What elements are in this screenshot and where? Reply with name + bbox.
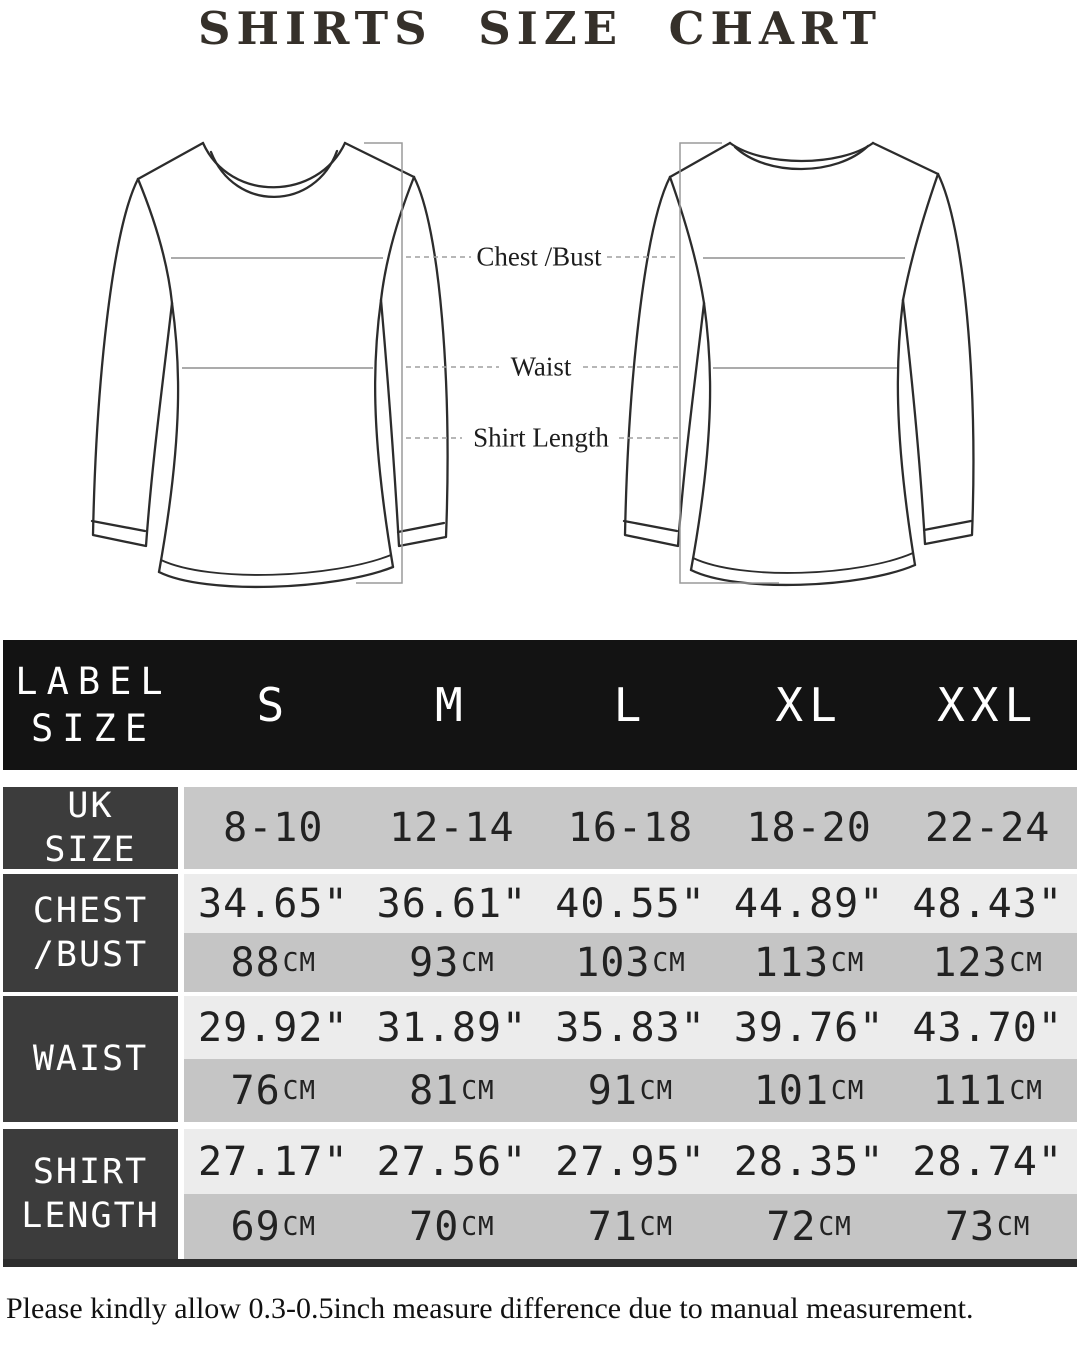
size-col-m: M: [435, 678, 469, 732]
length-cm-cell: 69 cm: [230, 1203, 317, 1250]
waist-inch-cell: 39.76": [733, 1004, 885, 1051]
chest-cm-subrow: 88 cm 93 cm 103 cm 113 cm 123 cm: [184, 933, 1077, 992]
back-shirt-measure-lines: [703, 257, 905, 369]
length-inch-cell: 28.74": [912, 1138, 1063, 1185]
waist-inch-cell: 29.92": [198, 1004, 349, 1051]
waist-cm-subrow: 76 cm 81 cm 91 cm 101 cm 111 cm: [184, 1059, 1077, 1122]
chest-inch-subrow: 34.65" 36.61" 40.55" 44.89" 48.43": [184, 874, 1077, 933]
chest-bust-label: Chest /Bust: [476, 241, 602, 272]
table-bottom-border: [3, 1259, 1077, 1267]
uk-size-row-label: UK SIZE: [3, 786, 178, 870]
shirt-length-row-label: SHIRT LENGTH: [3, 1129, 178, 1259]
waist-cm-cell: 76 cm: [230, 1067, 317, 1114]
length-inch-cell: 27.56": [376, 1138, 528, 1185]
size-col-s: S: [256, 678, 291, 732]
uk-size-cell: 22-24: [924, 805, 1051, 851]
label-leader-lines: [406, 256, 678, 439]
length-inch-cell: 28.35": [733, 1138, 885, 1185]
shirt-length-row-group: SHIRT LENGTH 27.17" 27.56" 27.95" 28.35"…: [3, 1129, 1077, 1259]
size-table: UK SIZE 8-10 12-14 16-18 18-20 22-24 CHE…: [3, 786, 1077, 1267]
shirt-measurement-diagram: [90, 141, 975, 589]
waist-row-group: WAIST 29.92" 31.89" 35.83" 39.76" 43.70"…: [3, 996, 1077, 1122]
uk-size-cell: 8-10: [223, 805, 324, 851]
chest-inch-cell: 36.61": [376, 880, 528, 927]
length-inch-cell: 27.95": [555, 1138, 706, 1185]
size-col-xl: XL: [775, 678, 843, 732]
chest-inch-cell: 34.65": [198, 880, 349, 927]
length-inch-cell: 27.17": [198, 1138, 349, 1185]
front-length-bracket: [356, 142, 403, 584]
chest-inch-cell: 48.43": [912, 880, 1063, 927]
length-inch-subrow: 27.17" 27.56" 27.95" 28.35" 28.74": [184, 1129, 1077, 1194]
chest-bust-row-group: CHEST /BUST 34.65" 36.61" 40.55" 44.89" …: [3, 874, 1077, 992]
uk-size-row: UK SIZE 8-10 12-14 16-18 18-20 22-24: [3, 786, 1077, 870]
chest-bust-values: 34.65" 36.61" 40.55" 44.89" 48.43" 88 cm …: [184, 874, 1077, 992]
back-shirt-drawing: [622, 141, 975, 587]
front-shirt-measure-lines: [171, 257, 383, 369]
chest-cm-cell: 113 cm: [753, 939, 865, 986]
waist-cm-cell: 81 cm: [409, 1067, 495, 1114]
shirt-length-label: Shirt Length: [473, 422, 609, 453]
waist-label: Waist: [510, 351, 572, 382]
size-col-xxl: XXL: [937, 678, 1039, 732]
measurement-disclaimer: Please kindly allow 0.3-0.5inch measure …: [6, 1292, 974, 1325]
uk-size-cell: 18-20: [746, 805, 872, 851]
uk-size-values: 8-10 12-14 16-18 18-20 22-24: [184, 787, 1077, 869]
size-col-l: L: [613, 678, 648, 732]
length-cm-cell: 72 cm: [766, 1203, 852, 1250]
waist-cm-cell: 101 cm: [753, 1067, 865, 1114]
chest-inch-cell: 40.55": [555, 880, 706, 927]
waist-inch-cell: 35.83": [555, 1004, 706, 1051]
length-cm-subrow: 69 cm 70 cm 71 cm 72 cm 73 cm: [184, 1194, 1077, 1259]
length-cm-cell: 70 cm: [409, 1203, 495, 1250]
waist-row-label: WAIST: [3, 996, 178, 1122]
back-length-bracket: [679, 142, 779, 584]
waist-cm-cell: 111 cm: [932, 1067, 1043, 1114]
chest-cm-cell: 93 cm: [409, 939, 495, 986]
length-cm-cell: 73 cm: [944, 1203, 1031, 1250]
chest-inch-cell: 44.89": [733, 880, 885, 927]
waist-inch-cell: 31.89": [376, 1004, 528, 1051]
table-header-row: LABEL SIZE S M L XL XXL: [3, 640, 1077, 770]
front-shirt-drawing: [90, 141, 449, 589]
waist-cm-cell: 91 cm: [587, 1067, 674, 1114]
waist-values: 29.92" 31.89" 35.83" 39.76" 43.70" 76 cm …: [184, 996, 1077, 1122]
waist-inch-cell: 43.70": [912, 1004, 1063, 1051]
shirt-length-values: 27.17" 27.56" 27.95" 28.35" 28.74" 69 cm …: [184, 1129, 1077, 1259]
label-size-corner: LABEL SIZE: [15, 660, 172, 750]
uk-size-cell: 12-14: [389, 805, 515, 851]
chest-cm-cell: 103 cm: [575, 939, 686, 986]
chest-cm-cell: 123 cm: [932, 939, 1043, 986]
length-cm-cell: 71 cm: [587, 1203, 674, 1250]
chest-cm-cell: 88 cm: [230, 939, 317, 986]
chest-bust-row-label: CHEST /BUST: [3, 874, 178, 992]
waist-inch-subrow: 29.92" 31.89" 35.83" 39.76" 43.70": [184, 996, 1077, 1059]
uk-size-cell: 16-18: [567, 805, 694, 851]
page-title: SHIRTS SIZE CHART: [197, 2, 883, 55]
